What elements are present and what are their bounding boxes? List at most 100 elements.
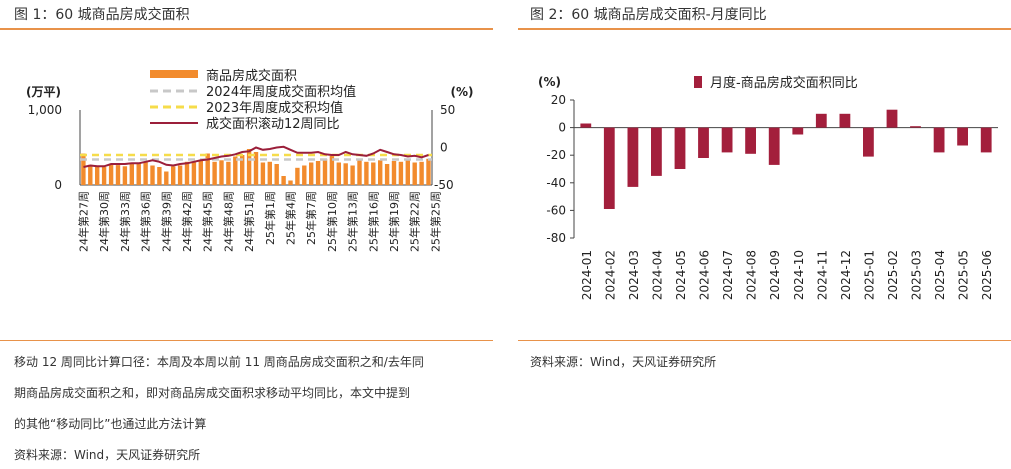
xtick-2025-05: 2025-05 bbox=[957, 250, 971, 300]
right-tick-0: 0 bbox=[440, 141, 448, 155]
left-source: 资料来源：Wind，天风证券研究所 bbox=[14, 448, 201, 462]
bar-2024-10 bbox=[792, 127, 804, 135]
bar-25年第2周 bbox=[267, 161, 272, 186]
xtick-2024-06: 2024-06 bbox=[698, 250, 712, 300]
bar-2024-07 bbox=[721, 127, 733, 153]
left-axis-unit: (万平) bbox=[26, 85, 61, 99]
bar-24年第36周 bbox=[143, 161, 148, 186]
legend-mean-2024-label: 2024年周度成交面积均值 bbox=[206, 84, 356, 100]
ytick--20: -20 bbox=[546, 148, 566, 162]
legend-mean-2023-label: 2023年周度成交积均值 bbox=[206, 100, 343, 116]
bar-25年第8周 bbox=[309, 162, 314, 185]
x-tick-24年第42周: 24年第42周 bbox=[180, 191, 194, 252]
right-tick-50: 50 bbox=[440, 103, 455, 117]
bar-24年第35周 bbox=[136, 162, 141, 185]
bar-2024-05 bbox=[674, 127, 686, 169]
bar-25年第23周 bbox=[412, 162, 417, 185]
bar-24年第40周 bbox=[171, 166, 176, 186]
xtick-2025-01: 2025-01 bbox=[862, 250, 876, 300]
bar-24年第34周 bbox=[129, 164, 134, 185]
bar-25年第7周 bbox=[302, 165, 307, 185]
left-chart-legend: 商品房成交面积2024年周度成交面积均值2023年周度成交积均值成交面积滚动12… bbox=[150, 68, 356, 132]
left-chart-title: 图 1：60 城商品房成交面积 bbox=[14, 7, 190, 23]
xtick-2025-03: 2025-03 bbox=[910, 250, 924, 300]
bar-24年第46周 bbox=[212, 161, 217, 186]
x-tick-25年第13周: 25年第13周 bbox=[346, 191, 360, 252]
bar-25年第12周 bbox=[336, 162, 341, 185]
x-tick-24年第39周: 24年第39周 bbox=[159, 191, 173, 252]
x-tick-24年第45周: 24年第45周 bbox=[201, 191, 215, 252]
x-tick-25年第1周: 25年第1周 bbox=[263, 191, 277, 245]
xtick-2024-03: 2024-03 bbox=[627, 250, 641, 300]
bar-25年第22周 bbox=[405, 158, 410, 186]
bar-25年第14周 bbox=[350, 165, 355, 185]
bar-25年第16周 bbox=[364, 161, 369, 186]
bar-24年第38周 bbox=[157, 167, 162, 185]
bar-25年第25周 bbox=[426, 158, 431, 186]
bar-2025-05 bbox=[957, 127, 968, 146]
bar-24年第27周 bbox=[81, 153, 86, 185]
bar-25年第11周 bbox=[329, 155, 335, 186]
xtick-2024-11: 2024-11 bbox=[815, 250, 829, 300]
right-chart-title: 图 2：60 城商品房成交面积-月度同比 bbox=[530, 7, 767, 23]
left-chart-mean-lines bbox=[80, 153, 432, 161]
xtick-2024-10: 2024-10 bbox=[792, 250, 806, 300]
bar-24年第32周 bbox=[115, 165, 121, 185]
left-chart-bars bbox=[81, 149, 431, 186]
x-tick-25年第4周: 25年第4周 bbox=[284, 191, 298, 245]
bar-25年第19周 bbox=[384, 164, 390, 185]
right-note-rule bbox=[518, 340, 1011, 341]
bar-24年第37周 bbox=[150, 165, 155, 185]
bar-24年第31周 bbox=[108, 164, 114, 186]
bar-2024-02 bbox=[603, 127, 615, 209]
bar-24年第48周 bbox=[226, 161, 231, 186]
right-chart: 20 0 -20 -40 -60 -80 (%) 2024-01 2024-02 2024-03 2… bbox=[538, 75, 998, 300]
bar-2025-02 bbox=[886, 109, 898, 128]
xtick-2024-02: 2024-02 bbox=[603, 250, 617, 300]
ytick--60: -60 bbox=[546, 203, 566, 217]
xtick-2025-04: 2025-04 bbox=[933, 250, 947, 300]
bar-25年第1周 bbox=[260, 162, 266, 185]
bar-25年第6周 bbox=[295, 167, 300, 186]
right-chart-legend: 月度-商品房成交面积同比 bbox=[694, 75, 858, 91]
left-note-line-1: 移动 12 周同比计算口径：本周及本周以前 11 周商品房成交面积之和/去年同 bbox=[14, 355, 424, 369]
left-note-line-3: 的其他“移动同比”也通过此方法计算 bbox=[14, 417, 207, 431]
bar-2025-06 bbox=[980, 127, 992, 153]
left-chart: 1,000 0 (万平) 50 0 -50 (%) 24年第27周 24年第30周 24年第33周… bbox=[26, 68, 474, 252]
xtick-2024-05: 2024-05 bbox=[674, 250, 688, 300]
x-tick-24年第30周: 24年第30周 bbox=[97, 191, 111, 252]
bar-24年第42周 bbox=[184, 161, 190, 186]
x-tick-25年第16周: 25年第16周 bbox=[366, 191, 380, 252]
right-chart-ticks: 20 0 -20 -40 -60 -80 (%) 2024-01 2024-02 2024-03 2… bbox=[538, 75, 994, 300]
bar-25年第17周 bbox=[371, 162, 376, 185]
bar-25年第10周 bbox=[322, 158, 328, 186]
right-axis-unit: (%) bbox=[451, 85, 474, 99]
legend-bars-label: 商品房成交面积 bbox=[206, 68, 297, 84]
legend-bars-swatch bbox=[150, 70, 198, 78]
bar-24年第28周 bbox=[88, 164, 93, 186]
ytick--80: -80 bbox=[546, 231, 566, 245]
bar-2024-11 bbox=[815, 113, 827, 128]
xtick-2024-07: 2024-07 bbox=[721, 250, 735, 300]
bar-24年第43周 bbox=[191, 162, 197, 185]
right-chart-bars bbox=[580, 109, 992, 209]
bar-24年第29周 bbox=[95, 165, 100, 185]
right-chart-axes bbox=[570, 99, 998, 239]
bar-25年第5周 bbox=[288, 180, 293, 185]
bar-2024-03 bbox=[627, 127, 639, 187]
right-source: 资料来源：Wind，天风证券研究所 bbox=[530, 355, 717, 369]
right-title-rule bbox=[518, 28, 1011, 30]
bar-25年第21周 bbox=[398, 161, 404, 186]
xtick-2025-06: 2025-06 bbox=[980, 250, 994, 300]
bar-25年第15周 bbox=[357, 160, 362, 186]
left-note-line-2: 期商品房成交面积之和，即对商品房成交面积求移动平均同比，本文中提到 bbox=[14, 386, 411, 400]
right-legend-swatch bbox=[694, 76, 702, 88]
left-chart-rolling-line bbox=[83, 145, 429, 168]
x-tick-24年第36周: 24年第36周 bbox=[139, 191, 153, 252]
xtick-2024-08: 2024-08 bbox=[745, 250, 759, 300]
left-chart-ticks: 1,000 0 (万平) 50 0 -50 (%) 24年第27周 24年第30周 24年第33周… bbox=[26, 85, 474, 252]
left-title-rule bbox=[0, 28, 493, 30]
ytick-20: 20 bbox=[551, 93, 566, 107]
bar-24年第45周 bbox=[205, 153, 210, 185]
x-tick-24年第51周: 24年第51周 bbox=[242, 191, 256, 252]
